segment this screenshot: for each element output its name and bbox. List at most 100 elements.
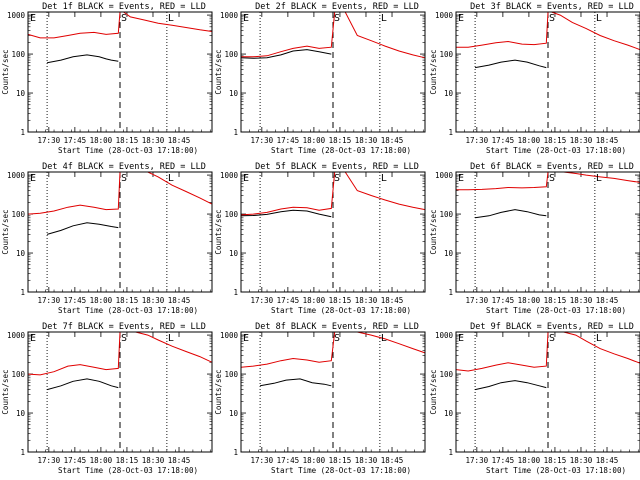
panel-title: Det 6f BLACK = Events, RED = LLD [470, 162, 634, 172]
y-tick-label: 10 [444, 89, 454, 98]
series-events [260, 378, 332, 387]
x-tick-label: 17:30 [38, 456, 61, 465]
x-axis-label: Start Time (28-Oct-03 17:18:00) [486, 306, 626, 315]
x-tick-label: 18:45 [168, 136, 191, 145]
panel-det-5: Det 5f BLACK = Events, RED = LLD Counts/s… [214, 162, 426, 315]
x-tick-label: 18:00 [518, 456, 541, 465]
y-tick-label: 10 [444, 409, 454, 418]
panel-det-6: Det 6f BLACK = Events, RED = LLD Counts/s… [429, 162, 640, 315]
plot-frame [27, 331, 213, 453]
panel-title: Det 7f BLACK = Events, RED = LLD [42, 322, 206, 332]
y-axis-label: Counts/sec [214, 369, 223, 414]
y-tick-label: 1 [448, 128, 453, 137]
y-axis-label: Counts/sec [429, 49, 438, 94]
marker-S-label: S [549, 13, 555, 24]
series-events [240, 209, 332, 218]
x-tick-label: 18:15 [544, 456, 567, 465]
x-tick-label: 18:15 [329, 136, 352, 145]
marker-L-label: L [168, 13, 174, 24]
x-tick-label: 17:45 [492, 296, 515, 305]
marker-S-label: S [549, 173, 555, 184]
panel-title: Det 9f BLACK = Events, RED = LLD [470, 322, 634, 332]
y-tick-label: 10 [16, 89, 26, 98]
x-axis-label: Start Time (28-Oct-03 17:18:00) [58, 146, 198, 155]
x-tick-label: 18:45 [381, 456, 404, 465]
panel-det-1: Det 1f BLACK = Events, RED = LLD Counts/s… [1, 2, 213, 155]
y-axis-label: Counts/sec [1, 209, 10, 254]
series-events [475, 59, 547, 69]
x-tick-label: 18:15 [329, 296, 352, 305]
x-tick-label: 18:45 [596, 136, 619, 145]
y-tick-label: 10 [16, 409, 26, 418]
marker-S-label: S [549, 333, 555, 344]
y-tick-label: 10 [229, 249, 239, 258]
y-axis-label: Counts/sec [214, 49, 223, 94]
marker-L-label: L [596, 333, 602, 344]
x-tick-label: 18:15 [116, 136, 139, 145]
x-tick-label: 18:45 [596, 296, 619, 305]
panel-title: Det 3f BLACK = Events, RED = LLD [470, 2, 634, 12]
x-axis-label: Start Time (28-Oct-03 17:18:00) [58, 306, 198, 315]
x-tick-label: 18:30 [355, 296, 378, 305]
y-tick-label: 1 [448, 448, 453, 457]
x-tick-label: 17:45 [64, 136, 87, 145]
x-axis-label: Start Time (28-Oct-03 17:18:00) [486, 466, 626, 475]
y-tick-label: 100 [224, 50, 238, 59]
x-tick-label: 17:45 [277, 136, 300, 145]
x-tick-label: 18:30 [570, 296, 593, 305]
marker-L-label: L [168, 333, 174, 344]
x-axis-label: Start Time (28-Oct-03 17:18:00) [271, 146, 411, 155]
series-events [47, 54, 119, 64]
x-tick-label: 17:45 [492, 456, 515, 465]
panel-title: Det 1f BLACK = Events, RED = LLD [42, 2, 206, 12]
plot-frame [455, 171, 640, 293]
marker-L-label: L [381, 13, 387, 24]
y-tick-label: 1 [448, 288, 453, 297]
x-tick-label: 17:30 [38, 296, 61, 305]
y-axis-label: Counts/sec [1, 49, 10, 94]
x-tick-label: 18:30 [142, 296, 165, 305]
plot-frame [27, 171, 213, 293]
series-events [475, 209, 547, 219]
marker-L-label: L [381, 173, 387, 184]
x-tick-label: 17:30 [38, 136, 61, 145]
x-tick-label: 18:00 [518, 136, 541, 145]
panel-det-3: Det 3f BLACK = Events, RED = LLD Counts/s… [429, 2, 640, 155]
panel-title: Det 8f BLACK = Events, RED = LLD [255, 322, 419, 332]
y-tick-label: 1000 [220, 171, 239, 180]
y-tick-label: 100 [11, 210, 25, 219]
x-tick-label: 17:30 [251, 296, 274, 305]
y-tick-label: 10 [229, 89, 239, 98]
x-tick-label: 17:45 [277, 456, 300, 465]
panel-title: Det 2f BLACK = Events, RED = LLD [255, 2, 419, 12]
marker-E-label: E [458, 13, 464, 24]
y-tick-label: 100 [11, 370, 25, 379]
plot-frame [240, 331, 426, 453]
y-tick-label: 1 [233, 288, 238, 297]
y-axis-label: Counts/sec [429, 369, 438, 414]
x-tick-label: 17:30 [251, 456, 274, 465]
marker-L-label: L [596, 173, 602, 184]
marker-E-label: E [30, 13, 36, 24]
x-tick-label: 17:45 [64, 456, 87, 465]
series-events [474, 380, 547, 391]
plot-frame [455, 331, 640, 453]
x-tick-label: 18:30 [142, 456, 165, 465]
marker-L-label: L [596, 13, 602, 24]
x-tick-label: 18:00 [303, 136, 326, 145]
x-tick-label: 18:00 [90, 136, 113, 145]
y-axis-label: Counts/sec [429, 209, 438, 254]
x-tick-label: 17:30 [466, 296, 489, 305]
plot-frame [455, 11, 640, 133]
marker-S-label: S [121, 13, 127, 24]
x-tick-label: 17:30 [466, 136, 489, 145]
y-tick-label: 1000 [435, 331, 454, 340]
panel-det-9: Det 9f BLACK = Events, RED = LLD Counts/s… [429, 322, 640, 475]
y-tick-label: 1000 [7, 171, 26, 180]
panel-det-8: Det 8f BLACK = Events, RED = LLD Counts/s… [214, 322, 426, 475]
marker-E-label: E [243, 13, 249, 24]
x-tick-label: 18:45 [168, 296, 191, 305]
x-tick-label: 17:30 [251, 136, 274, 145]
panel-det-2: Det 2f BLACK = Events, RED = LLD Counts/s… [214, 2, 426, 155]
